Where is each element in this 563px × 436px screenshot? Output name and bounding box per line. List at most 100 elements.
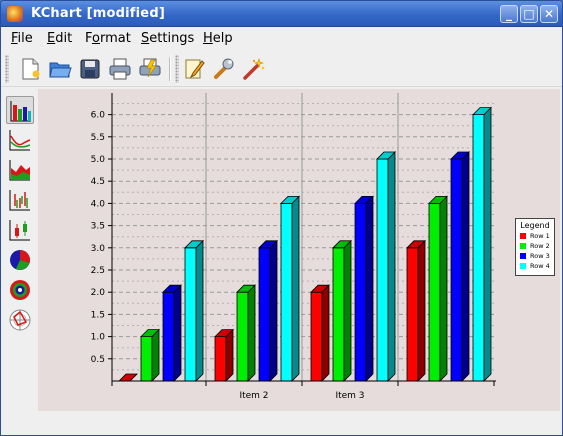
print-preview-icon[interactable] [137,56,163,82]
y-tick-label: 5.0 [91,155,106,165]
save-disk-icon[interactable] [77,56,103,82]
legend-label: Row 4 [530,262,550,270]
bar-top [162,284,182,293]
bar [310,291,323,382]
bar [428,203,441,382]
menu-file-mnemonic: F [11,31,18,46]
menu-edit[interactable]: Edit [47,31,72,46]
kchart-app-icon[interactable] [7,6,23,22]
bar-top [376,151,396,160]
legend-swatch [520,253,526,259]
print-icon[interactable] [107,56,133,82]
bar [332,247,345,382]
legend-swatch [520,263,526,269]
menu-bar: File Edit Format Settings Help [1,28,562,50]
bar-side [483,106,492,382]
bar [280,203,293,382]
legend-item: Row 3 [520,252,556,261]
menu-help-label: elp [212,31,233,46]
y-tick-label: 6.0 [91,111,106,121]
area-chart-type-icon[interactable] [6,156,34,184]
bar-side [439,195,448,382]
y-tick-label: 2.0 [91,288,106,298]
bar [162,291,175,382]
bar-top [450,151,470,160]
bar-top [280,196,300,204]
menu-settings-mnemonic: S [141,31,150,46]
box-whisker-chart-type-icon[interactable] [6,216,34,244]
close-button[interactable]: ✕ [540,5,558,23]
y-tick-label: 1.0 [91,333,106,343]
menu-file[interactable]: File [11,31,33,46]
menu-format-label: rmat [99,31,131,46]
bar [376,158,389,382]
bar-side [247,284,256,382]
y-tick-label: 2.5 [91,266,105,276]
main-toolbar [1,51,562,87]
y-tick-label: 1.5 [91,310,105,320]
ring-chart-type-icon[interactable] [6,276,34,304]
bar [184,247,197,382]
pie-chart-type-icon[interactable] [6,246,34,274]
title-bar[interactable]: KChart [modified] _ □ ✕ [1,1,562,27]
bar [236,291,249,382]
toolbar-grip[interactable] [5,55,9,83]
legend-item: Row 2 [520,242,556,251]
bar-top [214,329,234,338]
bar-side [343,239,352,382]
bar-side [225,328,234,382]
bar-side [291,195,300,382]
window-title: KChart [modified] [31,6,165,21]
bar-top [310,284,330,293]
open-folder-icon[interactable] [47,56,73,82]
y-tick-label: 3.5 [91,222,105,232]
hilo-chart-type-icon[interactable] [6,186,34,214]
bar [406,247,419,382]
bar-side [321,284,330,382]
bar-top [332,240,352,249]
bar-side [461,151,470,382]
wizard-wand-icon[interactable] [241,56,267,82]
menu-help[interactable]: Help [203,31,233,46]
bar-top [184,240,204,249]
menu-format[interactable]: Format [85,31,131,46]
bar [450,158,463,382]
bar-top [140,329,160,338]
bar [140,336,153,382]
edit-data-icon[interactable] [181,56,207,82]
minimize-button[interactable]: _ [500,5,518,23]
legend-label: Row 3 [530,252,550,260]
legend-label: Row 2 [530,242,550,250]
bar-side [195,239,204,382]
bar-chart-type-icon[interactable] [6,96,34,124]
configure-wrench-icon[interactable] [211,56,237,82]
bar [472,114,485,382]
legend-item: Row 1 [520,232,556,241]
menu-file-label: ile [17,31,33,46]
polar-chart-type-icon[interactable] [6,306,34,334]
line-chart-type-icon[interactable] [6,126,34,154]
bar-side [173,284,182,382]
bar-chart: 0.5 1.0 1.5 2.0 2.5 3.0 3.5 4.0 4.5 5.0 5.5 6.0 Item… [91,93,496,401]
chart-legend[interactable]: Legend Row 1 Row 2 Row 3 Row 4 [515,218,555,276]
bar-side [417,239,426,382]
y-tick-label: 0.5 [91,355,105,365]
toolbar-grip-2[interactable] [175,55,179,83]
menu-settings[interactable]: Settings [141,31,194,46]
legend-title: Legend [520,221,550,230]
new-document-icon[interactable] [17,56,43,82]
bar [354,203,367,382]
maximize-button[interactable]: □ [520,5,538,23]
chart-canvas[interactable]: 0.5 1.0 1.5 2.0 2.5 3.0 3.5 4.0 4.5 5.0 5.5 6.0 Item… [38,89,560,411]
menu-edit-mnemonic: E [47,31,56,46]
bar-side [387,151,396,382]
menu-help-mnemonic: H [203,31,213,46]
bar [258,247,271,382]
bar-side [365,195,374,382]
bar-side [151,328,160,382]
bar [214,336,227,382]
menu-settings-label: ettings [149,31,195,46]
bar-top [258,240,278,249]
bar-side [269,239,278,382]
